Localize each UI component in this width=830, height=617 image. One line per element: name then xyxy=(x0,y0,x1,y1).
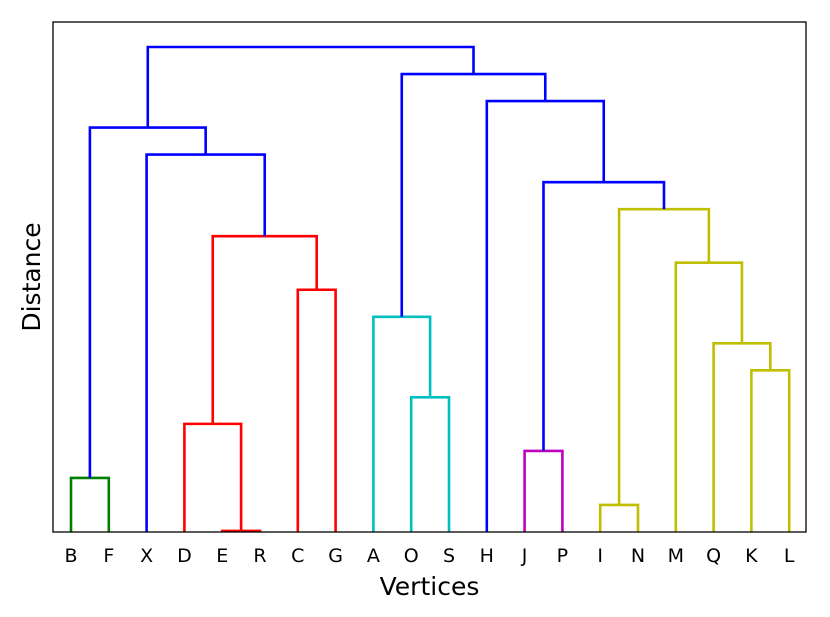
x-axis-label: Vertices xyxy=(380,572,480,601)
dendrogram-link-5 xyxy=(145,153,267,532)
x-tick-label: D xyxy=(177,545,192,567)
dendrogram-link-10 xyxy=(598,503,640,532)
dendrogram-link-9 xyxy=(523,449,564,532)
x-tick-label: N xyxy=(631,545,645,567)
dendrogram-links xyxy=(69,45,791,533)
x-tick-label: R xyxy=(253,545,266,567)
x-tick-label: B xyxy=(64,545,77,567)
x-tick-label: S xyxy=(443,545,455,567)
x-tick-label: P xyxy=(557,545,568,567)
x-tick-label: Q xyxy=(706,545,721,567)
dendrogram-link-0 xyxy=(69,476,111,532)
x-tick-label: F xyxy=(103,545,114,567)
x-tick-label: C xyxy=(291,545,304,567)
dendrogram-link-18 xyxy=(146,45,475,128)
dendrogram-link-8 xyxy=(372,315,432,532)
dendrogram-link-7 xyxy=(409,396,451,532)
x-tick-label: L xyxy=(784,545,795,567)
dendrogram-link-4 xyxy=(211,234,318,424)
x-tick-label: K xyxy=(745,545,758,567)
x-tick-label: M xyxy=(668,545,684,567)
x-tick-label: X xyxy=(140,545,153,567)
plot-frame xyxy=(52,21,807,533)
x-tick-label: O xyxy=(404,545,419,567)
x-tick-label: A xyxy=(367,545,380,567)
dendrogram-link-3 xyxy=(296,288,337,532)
x-tick-label: G xyxy=(328,545,343,567)
x-tick-label: I xyxy=(597,545,603,567)
y-axis-label: Distance xyxy=(17,222,46,331)
dendrogram-link-13 xyxy=(674,261,744,532)
x-tick-label: H xyxy=(480,545,494,567)
dendrogram-link-16 xyxy=(485,99,606,532)
dendrogram-link-15 xyxy=(542,180,666,451)
dendrogram-link-11 xyxy=(750,369,791,532)
x-tick-label: J xyxy=(521,545,528,567)
dendrogram-link-17 xyxy=(400,72,547,317)
dendrogram-link-14 xyxy=(617,207,711,505)
x-tick-label: E xyxy=(216,545,228,567)
dendrogram-link-2 xyxy=(183,422,243,532)
